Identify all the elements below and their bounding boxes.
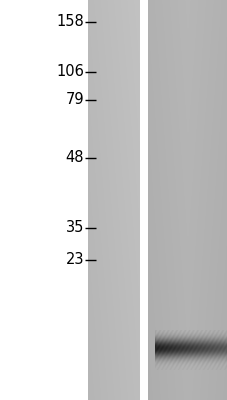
Text: 79: 79 xyxy=(65,92,84,108)
Text: 35: 35 xyxy=(65,220,84,236)
Text: 158: 158 xyxy=(56,14,84,30)
Text: 48: 48 xyxy=(65,150,84,166)
Text: 23: 23 xyxy=(65,252,84,268)
Text: 106: 106 xyxy=(56,64,84,80)
Bar xyxy=(139,0,147,400)
